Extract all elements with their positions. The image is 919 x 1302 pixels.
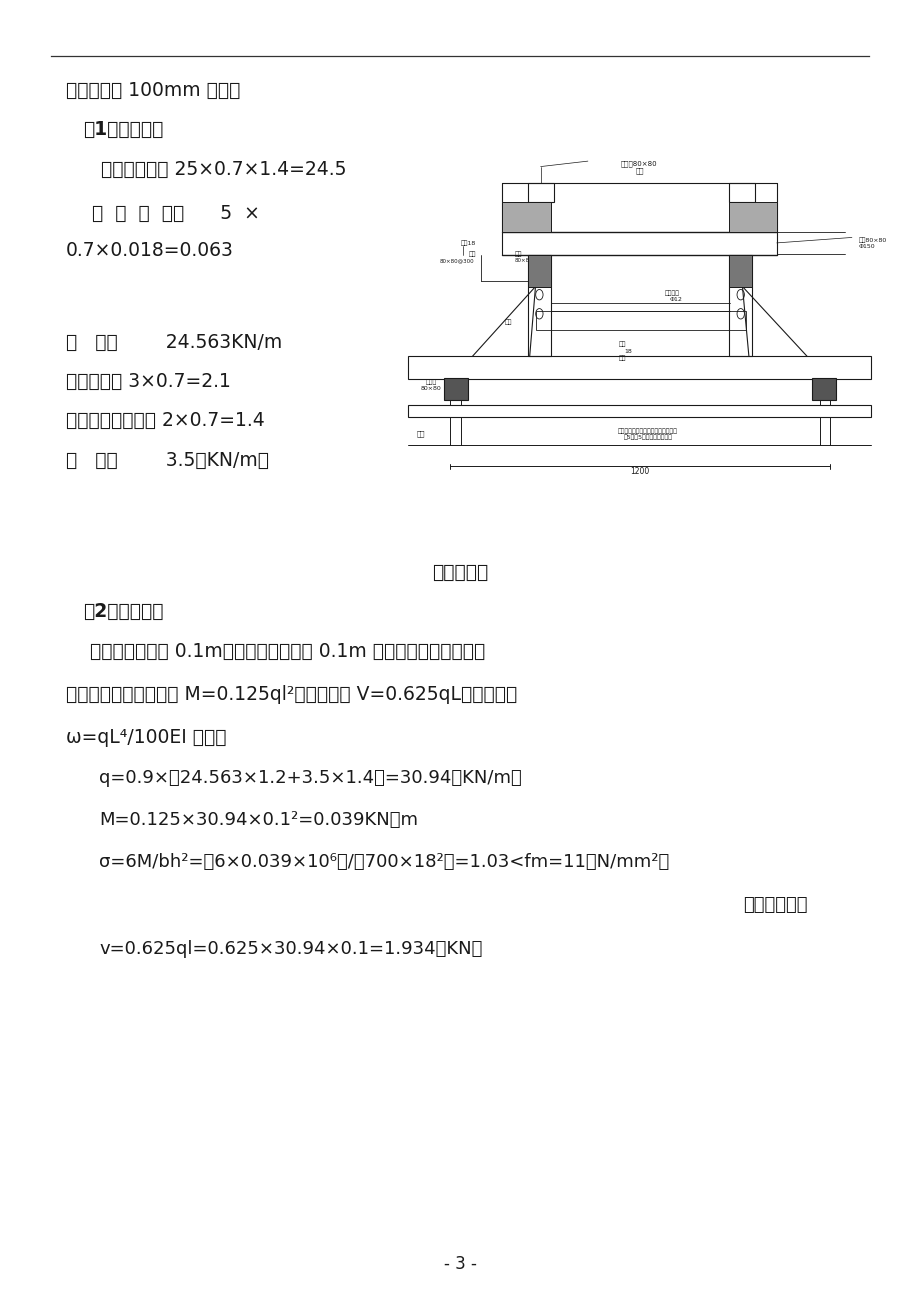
Text: 底楞: 底楞 [618, 341, 625, 346]
Bar [535, 311, 745, 331]
Text: M=0.125×30.94×0.1²=0.039KN．m: M=0.125×30.94×0.1²=0.039KN．m [99, 811, 418, 829]
Text: 振捣砖产生荷载： 2×0.7=1.4: 振捣砖产生荷载： 2×0.7=1.4 [66, 411, 265, 431]
Bar [728, 255, 752, 286]
Text: 钢楞: 钢楞 [469, 251, 476, 256]
Text: 门架: 门架 [415, 431, 425, 437]
Text: 0.7×0.018=0.063: 0.7×0.018=0.063 [66, 241, 233, 260]
Text: Φ150: Φ150 [857, 245, 874, 249]
Text: （1）荷载计算: （1）荷载计算 [83, 120, 163, 139]
Bar [728, 202, 776, 232]
Bar [528, 255, 550, 357]
Text: 1200: 1200 [630, 467, 648, 477]
Text: 合   计：        3.5（KN/m）: 合 计： 3.5（KN/m） [66, 450, 269, 470]
Bar [728, 184, 754, 202]
Bar [502, 202, 550, 232]
Text: Φ12: Φ12 [669, 297, 682, 302]
Text: 纵楞水平杆在周边顶层、底层及中间: 纵楞水平杆在周边顶层、底层及中间 [618, 428, 677, 434]
Text: 掟棚间距按 100mm 取値。: 掟棚间距按 100mm 取値。 [66, 81, 241, 100]
Text: 钉筋砖自重： 25×0.7×1.4=24.5: 钉筋砖自重： 25×0.7×1.4=24.5 [101, 160, 346, 180]
Text: 简化计算，按最大弯矩 M=0.125ql²，最大剪力 V=0.625qL，最大挠度: 简化计算，按最大弯矩 M=0.125ql²，最大剪力 V=0.625qL，最大挠… [66, 685, 516, 704]
Text: - 3 -: - 3 - [443, 1255, 476, 1273]
Text: 施工荷载： 3×0.7=2.1: 施工荷载： 3×0.7=2.1 [66, 372, 231, 392]
Bar [528, 255, 550, 286]
Text: 通长: 通长 [634, 168, 643, 174]
Bar [728, 255, 752, 357]
Text: 立楞: 立楞 [515, 251, 522, 256]
Text: 钢楞80×80: 钢楞80×80 [857, 237, 886, 243]
Text: 80×80: 80×80 [515, 258, 533, 263]
Bar [407, 405, 870, 418]
Bar [811, 378, 835, 400]
Text: 因为掟棚间距为 0.1m，所以底模为跨度 0.1m 的多跨等跨连续梁，为: 因为掟棚间距为 0.1m，所以底模为跨度 0.1m 的多跨等跨连续梁，为 [66, 642, 485, 661]
Bar [407, 357, 870, 379]
Text: ω=qL⁴/100EI 计算：: ω=qL⁴/100EI 计算： [66, 728, 226, 747]
Text: 18: 18 [624, 349, 632, 354]
Text: 对拉螺栓: 对拉螺栓 [664, 290, 679, 296]
Text: 底模18: 底模18 [460, 240, 476, 246]
Text: σ=6M/bh²=（6×0.039×10⁶）/（700×18²）=1.03<fm=11（N/mm²）: σ=6M/bh²=（6×0.039×10⁶）/（700×18²）=1.03<fm… [99, 853, 669, 871]
Bar [444, 378, 467, 400]
Text: （满足要求）: （满足要求） [743, 896, 807, 914]
Text: 上托木80×80: 上托木80×80 [620, 160, 657, 167]
Text: 模板大样图: 模板大样图 [431, 562, 488, 582]
Text: 合   计：        24.563KN/m: 合 计： 24.563KN/m [66, 333, 282, 353]
Text: v=0.625ql=0.625×30.94×0.1=1.934（KN）: v=0.625ql=0.625×30.94×0.1=1.934（KN） [99, 940, 482, 958]
Text: （2）强度验算: （2）强度验算 [83, 602, 164, 621]
Text: 80×80@300: 80×80@300 [439, 258, 473, 263]
Text: q=0.9×（24.563×1.2+3.5×1.4）=30.94（KN/m）: q=0.9×（24.563×1.2+3.5×1.4）=30.94（KN/m） [99, 769, 522, 788]
Text: 底  模  自  重：      5  ×: 底 模 自 重： 5 × [92, 204, 259, 224]
Text: 80×80: 80×80 [420, 385, 441, 391]
Bar [528, 184, 553, 202]
Text: 充木: 充木 [618, 355, 625, 361]
Text: 每5列，5排通长连续设置。: 每5列，5排通长连续设置。 [623, 435, 672, 440]
Text: 双托木: 双托木 [425, 379, 437, 384]
Text: 斜撑: 斜撑 [505, 319, 512, 324]
